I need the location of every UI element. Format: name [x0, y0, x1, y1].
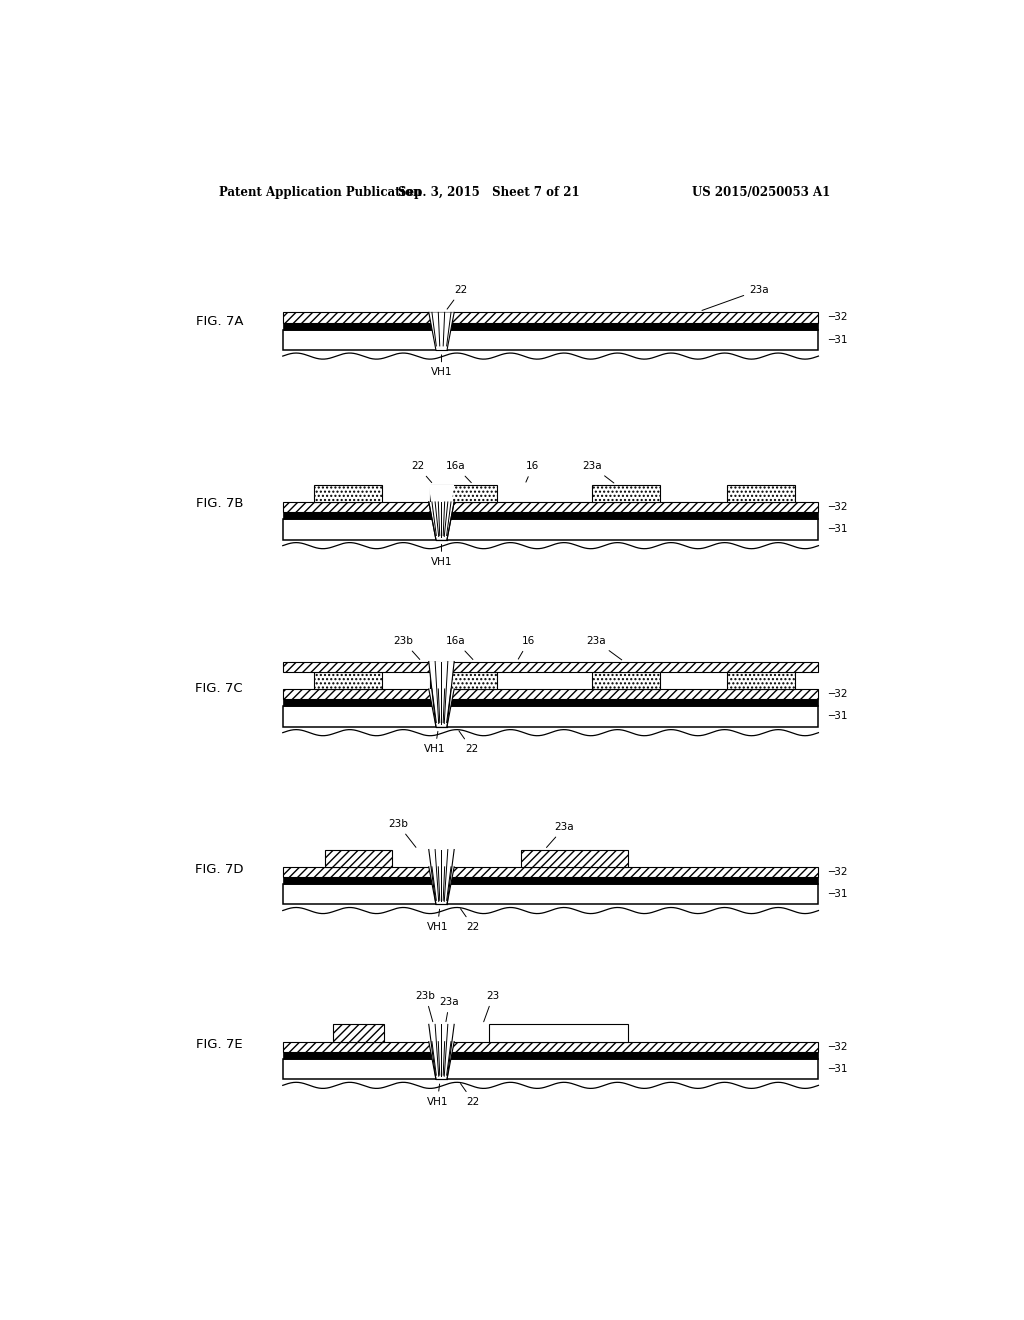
Text: VH1: VH1	[427, 1084, 449, 1106]
Bar	[592, 484, 659, 502]
Bar	[283, 884, 818, 904]
Bar	[283, 502, 818, 512]
Polygon shape	[429, 313, 455, 350]
Bar	[283, 689, 818, 700]
Text: FIG. 7A: FIG. 7A	[196, 314, 243, 327]
Text: Patent Application Publication: Patent Application Publication	[219, 186, 422, 199]
Polygon shape	[429, 867, 455, 904]
Bar	[283, 1041, 818, 1052]
Bar	[325, 850, 392, 867]
Bar	[283, 512, 818, 519]
Text: ─32: ─32	[828, 502, 848, 512]
Bar	[283, 1052, 818, 1059]
Text: 16a: 16a	[445, 462, 471, 483]
Text: ─31: ─31	[828, 335, 848, 345]
Bar	[283, 1059, 818, 1080]
Bar	[521, 850, 628, 867]
Bar	[283, 313, 818, 322]
Text: 22: 22	[411, 462, 432, 483]
Bar	[283, 322, 818, 330]
Polygon shape	[429, 850, 455, 904]
Bar	[283, 706, 818, 726]
Bar	[430, 672, 497, 689]
Text: Sep. 3, 2015   Sheet 7 of 21: Sep. 3, 2015 Sheet 7 of 21	[398, 186, 580, 199]
Bar	[333, 1024, 384, 1041]
Text: 16a: 16a	[445, 636, 473, 660]
Text: 23: 23	[483, 991, 500, 1022]
Text: 23a: 23a	[439, 997, 459, 1022]
Text: ─31: ─31	[828, 524, 848, 535]
Text: VH1: VH1	[424, 731, 445, 754]
Bar	[283, 876, 818, 884]
Text: ─31: ─31	[828, 1064, 848, 1074]
Text: ─32: ─32	[828, 313, 848, 322]
Text: 23b: 23b	[416, 991, 435, 1022]
Text: 22: 22	[459, 731, 478, 754]
Bar	[283, 661, 818, 672]
Text: VH1: VH1	[431, 355, 453, 378]
Text: 23a: 23a	[702, 285, 769, 310]
Polygon shape	[429, 1041, 455, 1080]
Text: FIG. 7E: FIG. 7E	[196, 1039, 243, 1051]
Text: ─32: ─32	[828, 1041, 848, 1052]
Bar	[592, 672, 659, 689]
Text: 16: 16	[518, 636, 536, 659]
Text: 22: 22	[461, 1084, 480, 1106]
Text: 23a: 23a	[583, 462, 613, 483]
Text: 22: 22	[447, 285, 468, 309]
Text: 23a: 23a	[587, 636, 622, 660]
Text: ─31: ─31	[828, 711, 848, 722]
Text: FIG. 7B: FIG. 7B	[196, 498, 243, 511]
Text: 23b: 23b	[393, 636, 420, 660]
Text: FIG. 7C: FIG. 7C	[196, 682, 243, 696]
Text: VH1: VH1	[427, 909, 449, 932]
Bar	[283, 867, 818, 876]
Bar	[727, 672, 795, 689]
Polygon shape	[429, 689, 455, 726]
Text: VH1: VH1	[431, 544, 453, 566]
Text: 16: 16	[526, 462, 540, 482]
Text: ─32: ─32	[828, 689, 848, 700]
Polygon shape	[429, 484, 455, 540]
Bar	[727, 484, 795, 502]
Text: US 2015/0250053 A1: US 2015/0250053 A1	[692, 186, 830, 199]
Text: ─32: ─32	[828, 867, 848, 876]
Bar	[314, 484, 382, 502]
Bar	[283, 330, 818, 350]
Bar	[283, 519, 818, 540]
Bar	[489, 1024, 628, 1041]
Polygon shape	[429, 502, 455, 540]
Text: ─31: ─31	[828, 890, 848, 899]
Text: FIG. 7D: FIG. 7D	[195, 863, 244, 876]
Polygon shape	[429, 661, 455, 726]
Text: 22: 22	[461, 908, 480, 932]
Bar	[314, 672, 382, 689]
Text: 23a: 23a	[547, 822, 574, 847]
Text: 23b: 23b	[388, 820, 416, 847]
Bar	[430, 484, 497, 502]
Bar	[283, 700, 818, 706]
Polygon shape	[429, 1024, 455, 1080]
